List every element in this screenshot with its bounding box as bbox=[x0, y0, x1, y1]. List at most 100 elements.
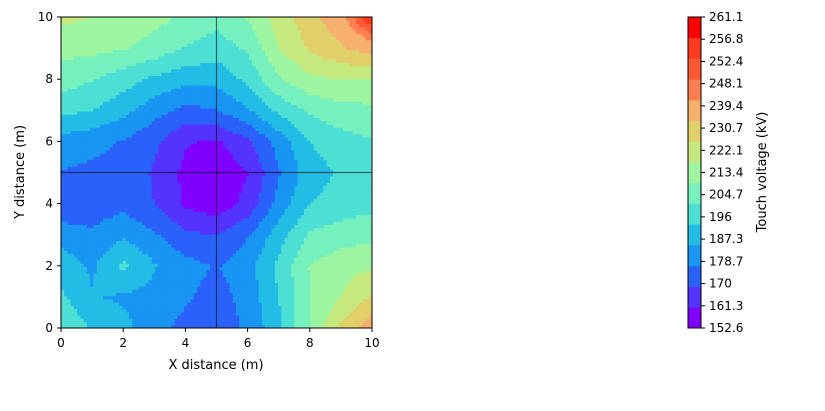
contour-cell bbox=[83, 311, 88, 316]
contour-cell bbox=[320, 321, 325, 326]
contour-cell bbox=[135, 159, 140, 164]
contour-cell bbox=[171, 208, 175, 212]
contour-cell bbox=[291, 282, 295, 287]
contour-cell bbox=[200, 208, 205, 212]
contour-cell bbox=[291, 318, 295, 323]
contour-cell bbox=[158, 276, 163, 281]
contour-cell bbox=[300, 175, 305, 180]
contour-cell bbox=[323, 234, 328, 238]
contour-cell bbox=[362, 295, 367, 300]
contour-cell bbox=[73, 227, 78, 232]
contour-cell bbox=[271, 308, 276, 313]
contour-cell bbox=[167, 201, 172, 206]
contour-cell bbox=[116, 208, 120, 212]
contour-cell bbox=[342, 172, 347, 177]
contour-cell bbox=[177, 308, 182, 313]
contour-cell bbox=[268, 217, 273, 222]
contour-cell bbox=[70, 162, 75, 167]
contour-cell bbox=[258, 292, 263, 297]
contour-cell bbox=[316, 276, 321, 281]
contour-cell bbox=[109, 188, 114, 193]
contour-cell bbox=[67, 198, 72, 203]
contour-cell bbox=[365, 289, 370, 293]
contour-cell bbox=[161, 195, 166, 200]
contour-cell bbox=[313, 185, 318, 190]
contour-cell bbox=[365, 217, 370, 222]
contour-cell bbox=[180, 208, 185, 212]
contour-cell bbox=[365, 178, 370, 183]
contour-cell bbox=[203, 253, 208, 258]
contour-cell bbox=[307, 191, 312, 196]
contour-cell bbox=[177, 266, 182, 271]
contour-cell bbox=[106, 191, 111, 196]
contour-cell bbox=[323, 324, 328, 328]
contour-cell bbox=[158, 266, 163, 271]
contour-cell bbox=[316, 243, 321, 248]
contour-cell bbox=[333, 208, 337, 212]
contour-cell bbox=[99, 217, 104, 222]
contour-cell bbox=[346, 276, 350, 281]
contour-cell bbox=[138, 250, 143, 255]
contour-cell bbox=[339, 298, 344, 303]
contour-cell bbox=[61, 311, 65, 316]
contour-cell bbox=[70, 221, 75, 225]
contour-cell bbox=[141, 305, 146, 310]
contour-cell bbox=[258, 178, 263, 183]
contour-cell bbox=[320, 311, 325, 316]
contour-cell bbox=[213, 172, 218, 177]
contour-cell bbox=[297, 198, 302, 203]
contour-cell bbox=[242, 162, 247, 167]
contour-cell bbox=[116, 211, 120, 216]
contour-cell bbox=[67, 214, 72, 219]
contour-cell bbox=[294, 166, 299, 170]
contour-cell bbox=[235, 191, 240, 196]
contour-cell bbox=[320, 259, 325, 264]
contour-cell bbox=[61, 318, 65, 323]
contour-cell bbox=[352, 159, 357, 164]
contour-cell bbox=[187, 315, 192, 319]
contour-cell bbox=[132, 272, 137, 277]
contour-cell bbox=[294, 211, 299, 216]
contour-cell bbox=[148, 221, 153, 225]
contour-cell bbox=[278, 302, 282, 306]
contour-cell bbox=[67, 250, 72, 255]
contour-cell bbox=[200, 221, 205, 225]
contour-cell bbox=[184, 169, 188, 174]
contour-cell bbox=[291, 269, 295, 274]
contour-cell bbox=[197, 292, 201, 297]
contour-cell bbox=[164, 321, 169, 326]
contour-cell bbox=[352, 166, 357, 170]
contour-cell bbox=[174, 324, 179, 328]
contour-cell bbox=[252, 243, 256, 248]
contour-cell bbox=[349, 204, 354, 209]
contour-cell bbox=[151, 201, 156, 206]
contour-cell bbox=[64, 204, 69, 209]
contour-cell bbox=[213, 185, 218, 190]
contour-cell bbox=[77, 263, 82, 268]
contour-cell bbox=[229, 201, 234, 206]
contour-cell bbox=[116, 324, 120, 328]
contour-cell bbox=[116, 266, 120, 271]
contour-cell bbox=[313, 221, 318, 225]
contour-cell bbox=[307, 315, 312, 319]
contour-cell bbox=[77, 230, 82, 235]
contour-cell bbox=[171, 172, 175, 177]
contour-cell bbox=[271, 276, 276, 281]
contour-cell bbox=[171, 266, 175, 271]
contour-cell bbox=[109, 214, 114, 219]
contour-cell bbox=[112, 162, 117, 167]
contour-cell bbox=[274, 237, 279, 242]
contour-cell bbox=[271, 162, 276, 167]
contour-cell bbox=[229, 240, 234, 245]
contour-cell bbox=[349, 253, 354, 258]
contour-cell bbox=[164, 272, 169, 277]
contour-cell bbox=[313, 250, 318, 255]
contour-cell bbox=[77, 302, 82, 306]
contour-cell bbox=[216, 230, 221, 235]
contour-cell bbox=[174, 247, 179, 251]
contour-cell bbox=[226, 201, 231, 206]
contour-cell bbox=[216, 240, 221, 245]
contour-cell bbox=[355, 178, 360, 183]
contour-cell bbox=[103, 211, 107, 216]
contour-cell bbox=[274, 188, 279, 193]
